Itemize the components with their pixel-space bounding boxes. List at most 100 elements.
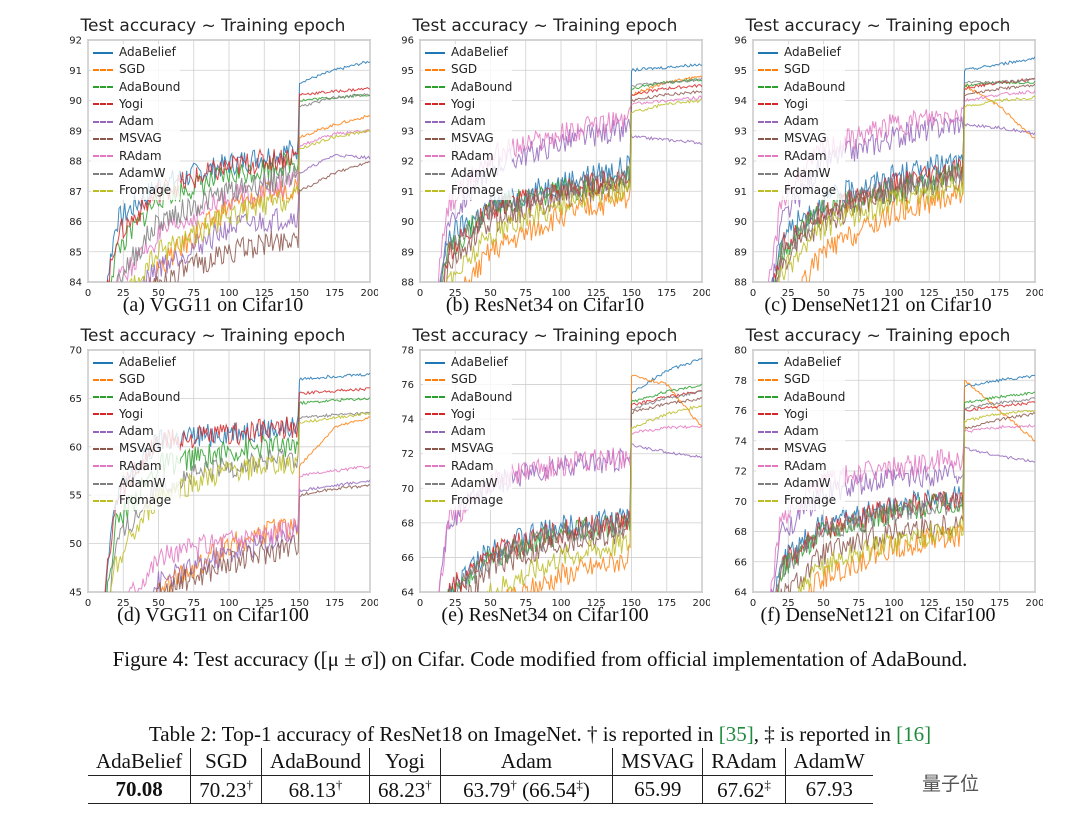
legend-entry: Yogi: [423, 406, 512, 423]
header-cell: MSVAG: [612, 748, 703, 776]
series-line-sgd: [801, 84, 1035, 282]
series-line-adamw: [775, 397, 1035, 592]
header-cell: Adam: [439, 748, 613, 776]
value-extra-close: ): [582, 777, 590, 802]
legend-swatch: [93, 189, 113, 192]
legend-entry: AdaBelief: [423, 354, 512, 371]
y-tick-label: 68: [401, 518, 414, 529]
value-cell: 63.79† (66.54‡): [439, 775, 613, 804]
legend-label: AdaBound: [119, 389, 181, 404]
x-tick-label: 50: [152, 288, 165, 299]
legend-entry: MSVAG: [91, 130, 180, 147]
y-tick-label: 93: [401, 126, 414, 137]
x-tick-label: 75: [852, 288, 865, 299]
legend-swatch: [93, 155, 113, 158]
x-tick-label: 125: [255, 288, 274, 299]
legend-label: AdaBelief: [451, 355, 508, 369]
y-tick-label: 78: [401, 346, 414, 357]
series-line-adabelief: [775, 374, 1035, 592]
series-line-yogi: [107, 87, 370, 282]
x-tick-label: 0: [750, 598, 756, 609]
caption-f: (f) DenseNet121 on Cifar100: [760, 604, 996, 626]
y-tick-label: 89: [734, 247, 747, 258]
chart-b: 0 25 50 75 100 125 150 175 200 88 89 90 91 92 93 94 95 96: [401, 36, 710, 299]
header-cell: Yogi: [369, 748, 441, 776]
legend-label: RAdam: [119, 458, 162, 473]
x-tick-label: 0: [417, 288, 423, 299]
legend-swatch: [758, 482, 778, 485]
legend-label: SGD: [119, 62, 146, 77]
y-tick-label: 90: [401, 217, 414, 228]
legend-label: Yogi: [784, 406, 809, 421]
legend-swatch: [425, 499, 445, 502]
legend-label: RAdam: [451, 458, 494, 473]
legend-entry: Adam: [91, 113, 180, 130]
legend-label: AdaBelief: [784, 355, 841, 369]
legend-label: Adam: [451, 424, 486, 439]
citation-link[interactable]: [16]: [896, 722, 932, 746]
y-tick-label: 72: [401, 449, 414, 460]
y-tick-label: 86: [69, 217, 82, 228]
x-tick-label: 25: [117, 598, 130, 609]
value-cell: 68.23†: [369, 775, 441, 804]
legend-swatch: [758, 155, 778, 158]
y-tick-label: 50: [69, 539, 82, 550]
x-tick-label: 75: [187, 598, 200, 609]
legend-label: SGD: [451, 62, 478, 77]
series-line-msvag: [775, 83, 1035, 282]
series-line-msvag: [446, 90, 702, 282]
y-tick-label: 88: [69, 157, 82, 168]
x-tick-label: 200: [1025, 288, 1043, 299]
caption-e: (e) ResNet34 on Cifar100: [441, 604, 649, 626]
footnote-mark: †: [335, 776, 343, 792]
legend-label: Adam: [119, 424, 154, 439]
legend-label: AdamW: [784, 166, 831, 181]
citation-link[interactable]: [35]: [718, 722, 754, 746]
legend-swatch: [425, 172, 445, 175]
y-tick-label: 90: [734, 217, 747, 228]
legend-swatch: [758, 361, 778, 364]
x-tick-label: 25: [782, 598, 795, 609]
legend: AdaBelief SGD AdaBound Yogi Adam MSVAG RAdam Ad…: [423, 44, 513, 200]
series-line-adabound: [775, 391, 1035, 592]
legend-swatch: [758, 103, 778, 106]
value: 67.93: [805, 777, 853, 801]
legend-label: RAdam: [784, 148, 827, 163]
legend-swatch: [425, 86, 445, 89]
legend-entry: AdaBelief: [91, 44, 180, 61]
legend-label: Adam: [119, 114, 154, 129]
table-caption: Table 2: Top-1 accuracy of ResNet18 on I…: [0, 722, 1080, 747]
x-tick-label: 25: [782, 288, 795, 299]
footnote-mark: ‡: [576, 776, 583, 792]
legend-label: MSVAG: [784, 131, 827, 146]
legend: AdaBelief SGD AdaBound Yogi Adam MSVAG RAdam Ad…: [756, 44, 846, 200]
value: 70.08: [115, 777, 163, 801]
legend-label: AdamW: [451, 166, 498, 181]
legend-swatch: [758, 86, 778, 89]
value-cell: 67.62‡: [702, 775, 786, 804]
y-tick-label: 91: [69, 66, 82, 77]
legend-label: Yogi: [119, 406, 144, 421]
chart-title: Test accuracy ~ Training epoch: [745, 326, 1011, 346]
legend-swatch: [758, 120, 778, 123]
legend-label: Fromage: [784, 493, 837, 508]
legend-swatch: [425, 189, 445, 192]
legend-swatch: [425, 465, 445, 468]
y-tick-label: 88: [734, 278, 747, 289]
legend-entry: Fromage: [91, 492, 180, 509]
legend-label: AdaBound: [451, 79, 513, 94]
legend-entry: SGD: [756, 371, 845, 388]
legend-entry: AdaBelief: [91, 354, 180, 371]
legend-swatch: [758, 68, 778, 71]
legend-label: SGD: [784, 62, 811, 77]
legend-label: RAdam: [451, 148, 494, 163]
x-tick-label: 175: [657, 598, 676, 609]
y-tick-label: 76: [401, 380, 414, 391]
series-line-sgd: [506, 374, 702, 592]
table-caption-text: , ‡ is reported in: [753, 722, 897, 746]
legend-swatch: [93, 103, 113, 106]
legend-entry: AdaBelief: [756, 354, 845, 371]
legend-label: AdaBelief: [119, 45, 176, 59]
value: 68.23: [378, 777, 426, 802]
watermark-logo: 量子位: [918, 767, 984, 798]
